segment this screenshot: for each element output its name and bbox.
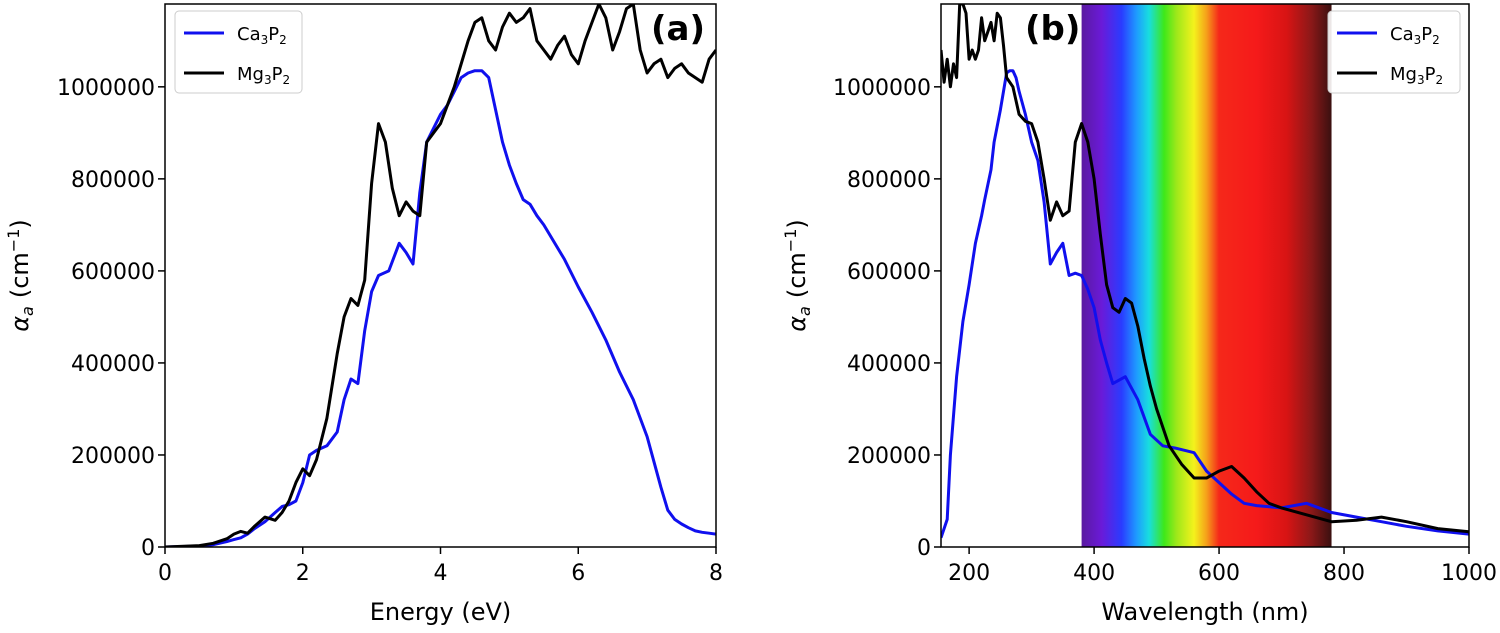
panel-b-wavelength-plot: 200 400 600 800 1000 0 200000 400000 600000 80000… xyxy=(781,3,1497,626)
x-tick-label: 2 xyxy=(296,561,310,586)
legend-entry-mg3p2: Mg3P2 xyxy=(237,64,290,87)
series-line-ca3p2 xyxy=(941,69,1469,539)
x-tick-label: 200 xyxy=(948,561,990,586)
y-tick-label: 800000 xyxy=(71,168,155,193)
y-tick-label: 400000 xyxy=(71,352,155,377)
x-tick-label: 800 xyxy=(1323,561,1365,586)
series-line-ca3p2 xyxy=(165,69,716,547)
x-tick-label: 6 xyxy=(571,561,585,586)
legend-entry-ca3p2: Ca3P2 xyxy=(1390,24,1440,47)
x-tick-label: 4 xyxy=(434,561,448,586)
y-tick-label: 600000 xyxy=(847,260,931,285)
x-axis-label: Energy (eV) xyxy=(370,598,512,626)
x-tick-label: 400 xyxy=(1073,561,1115,586)
y-axis-label: αa(cm−1) xyxy=(781,219,814,332)
x-axis-label: Wavelength (nm) xyxy=(1101,598,1308,626)
y-tick-label: 0 xyxy=(141,536,155,561)
y-tick-label: 600000 xyxy=(71,260,155,285)
legend-entry-mg3p2: Mg3P2 xyxy=(1390,64,1443,87)
y-tick-label: 800000 xyxy=(847,168,931,193)
x-tick-label: 600 xyxy=(1198,561,1240,586)
series-line-mg3p2 xyxy=(165,4,716,547)
y-tick-label: 1000000 xyxy=(57,76,155,101)
x-tick-label: 8 xyxy=(709,561,723,586)
y-tick-label: 200000 xyxy=(847,444,931,469)
y-tick-label: 400000 xyxy=(847,352,931,377)
panel-a-energy-plot: 0 2 4 6 8 0 200000 400000 600000 800000 1000000 Ene… xyxy=(4,3,723,626)
legend: Ca3P2 Mg3P2 xyxy=(174,10,303,94)
visible-spectrum-band xyxy=(1081,4,1332,547)
plot-frame xyxy=(940,3,1470,548)
y-tick-label: 1000000 xyxy=(833,76,931,101)
y-tick-label: 0 xyxy=(917,536,931,561)
y-tick-label: 200000 xyxy=(71,444,155,469)
y-axis-label: αa(cm−1) xyxy=(4,219,37,332)
panel-label: (a) xyxy=(651,9,705,49)
x-tick-label: 1000 xyxy=(1441,561,1497,586)
x-tick-label: 0 xyxy=(158,561,172,586)
legend: Ca3P2 Mg3P2 xyxy=(1327,10,1461,94)
legend-entry-ca3p2: Ca3P2 xyxy=(237,24,287,47)
panel-label: (b) xyxy=(1025,9,1080,49)
series-line-mg3p2 xyxy=(941,4,1469,534)
